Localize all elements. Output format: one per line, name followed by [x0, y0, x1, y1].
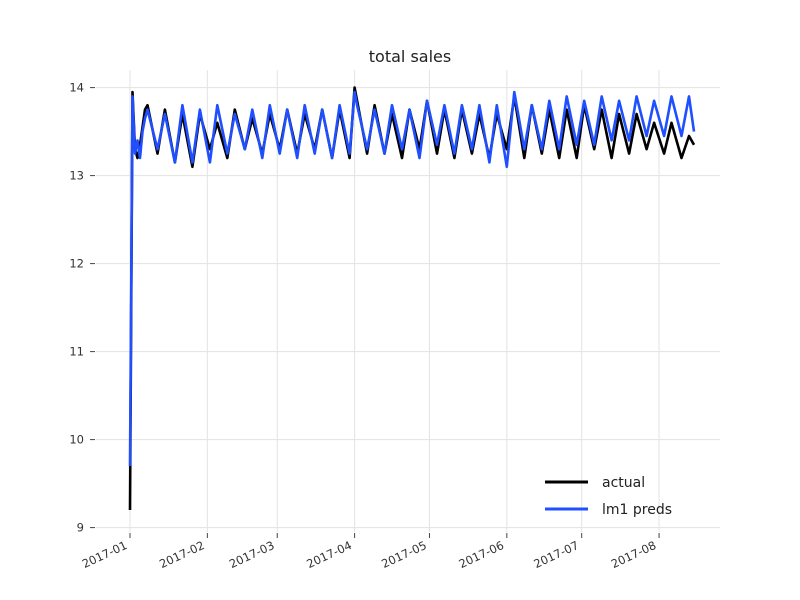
x-tick-label: 2017-04: [304, 538, 353, 571]
series-layer: [128, 86, 696, 511]
y-tick-label: 13: [69, 169, 84, 183]
x-tick-label: 2017-08: [609, 538, 658, 571]
y-tick-label: 10: [69, 433, 84, 447]
legend: actual lm1 preds: [545, 475, 672, 518]
x-tick-label: 2017-01: [80, 538, 129, 571]
y-tick-label: 11: [69, 345, 84, 359]
legend-label-lm1-preds: lm1 preds: [602, 502, 672, 518]
y-tick-label: 12: [69, 257, 84, 271]
x-tick-label: 2017-05: [379, 538, 428, 571]
x-tick-label: 2017-02: [157, 538, 206, 571]
series-line-actual: [128, 86, 696, 511]
x-tick-label: 2017-06: [457, 538, 506, 571]
legend-label-actual: actual: [602, 475, 645, 491]
series-line-lm1-preds: [128, 90, 696, 467]
y-tick-label: 14: [69, 81, 84, 95]
x-tick-label: 2017-07: [531, 538, 580, 571]
y-tick-label: 9: [77, 521, 84, 535]
x-tick-label: 2017-03: [227, 538, 276, 571]
chart-title: total sales: [369, 47, 451, 66]
